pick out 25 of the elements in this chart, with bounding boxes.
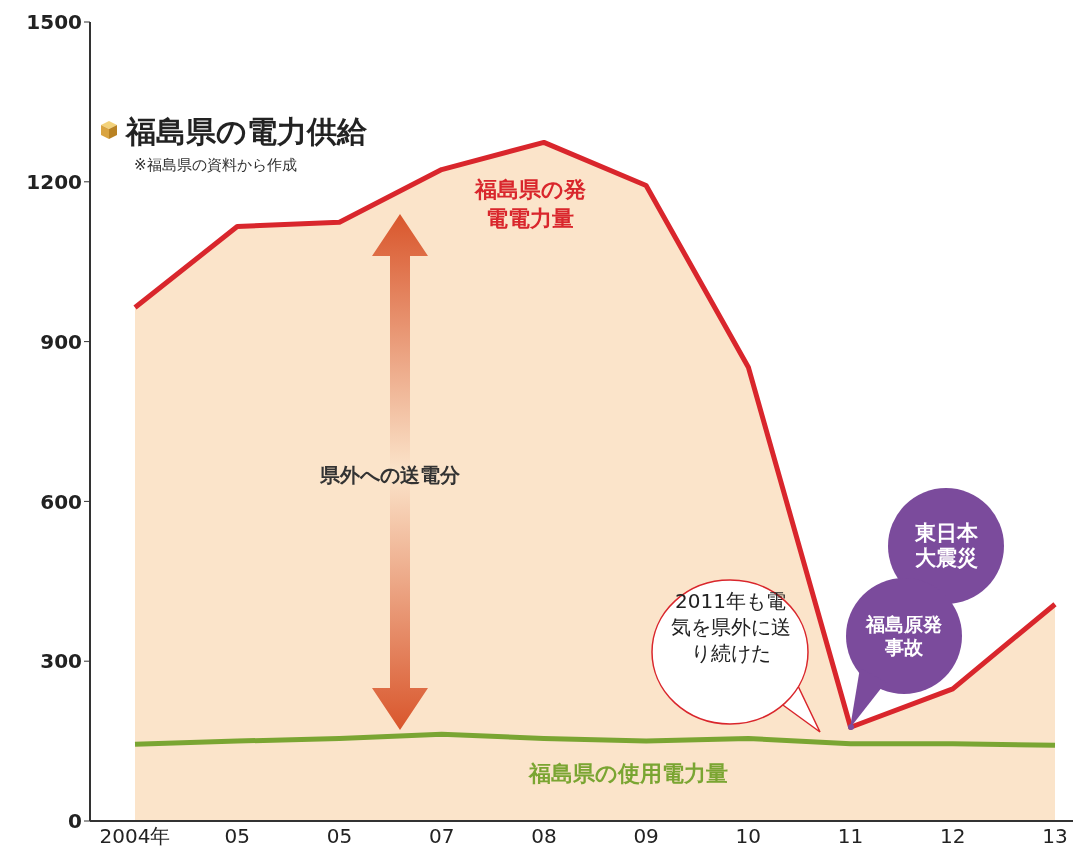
annotation: 2011年も電気を県外に送り続けた xyxy=(669,588,792,666)
y-tick-label: 0 xyxy=(68,809,82,834)
x-tick-label: 11 xyxy=(837,824,864,849)
x-tick-label: 12 xyxy=(940,824,966,849)
text: ※福島県の資料から作成 xyxy=(134,156,297,175)
annotation: 福島原発事故 xyxy=(864,613,943,659)
speech-bubble: 東日本大震災 xyxy=(888,488,1004,604)
y-tick-label: 1200 xyxy=(26,169,82,194)
text: 福島県の電力供給 xyxy=(126,113,367,151)
x-tick-label: 2004年 xyxy=(99,824,171,849)
x-tick-label: 07 xyxy=(428,824,455,849)
annotation: 県外への送電分 xyxy=(319,462,461,489)
x-tick-label: 10 xyxy=(735,824,762,849)
series-label: 福島県の発電電力量 xyxy=(473,176,587,233)
series-label: 福島県の使用電力量 xyxy=(527,760,729,788)
x-tick-label: 09 xyxy=(633,824,659,849)
x-tick-label: 13 xyxy=(1042,824,1068,849)
y-tick-label: 600 xyxy=(40,489,82,514)
x-tick-label: 05 xyxy=(224,824,250,849)
x-tick-label: 05 xyxy=(326,824,353,849)
y-tick-label: 1500 xyxy=(26,10,82,35)
y-tick-label: 300 xyxy=(40,649,82,674)
annotation: 東日本大震災 xyxy=(913,520,979,572)
x-tick-label: 08 xyxy=(531,824,557,849)
y-tick-label: 900 xyxy=(40,329,82,354)
